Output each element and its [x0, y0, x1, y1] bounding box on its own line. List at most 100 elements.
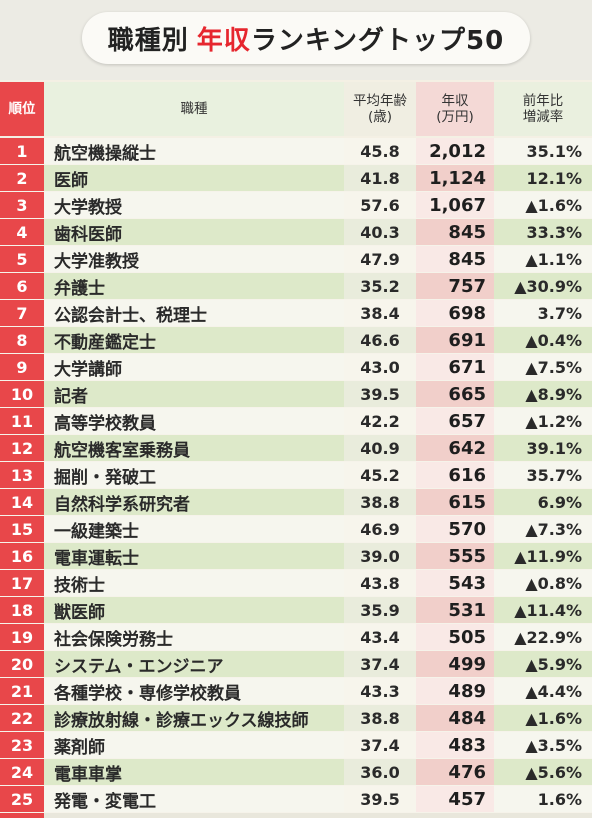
age-cell: 45.2	[344, 462, 416, 488]
table-row: 7 公認会計士、税理士 38.4 698 3.7%	[0, 300, 592, 327]
table-row: 10 記者 39.5 665 ▲8.9%	[0, 381, 592, 408]
job-cell: 発電・変電工	[44, 786, 344, 812]
job-cell: 大学講師	[44, 354, 344, 380]
change-cell: ▲1.2%	[494, 408, 592, 434]
change-cell: ▲1.6%	[494, 192, 592, 218]
job-cell: 弁護士	[44, 273, 344, 299]
salary-cell: 555	[416, 543, 494, 569]
change-cell: ▲1.6%	[494, 705, 592, 731]
salary-cell: 615	[416, 489, 494, 515]
table-row: 13 掘削・発破工 45.2 616 35.7%	[0, 462, 592, 489]
rank-cell: 2	[0, 165, 44, 191]
change-cell: ▲30.9%	[494, 273, 592, 299]
age-cell: 37.4	[344, 732, 416, 758]
salary-cell: 457	[416, 786, 494, 812]
age-cell: 46.6	[344, 327, 416, 353]
job-cell: 技術士	[44, 570, 344, 596]
rank-cell: 6	[0, 273, 44, 299]
salary-cell: 483	[416, 732, 494, 758]
header-rank: 順位	[0, 82, 44, 136]
rank-cell: 21	[0, 678, 44, 704]
header-age: 平均年齢 (歳)	[344, 82, 416, 136]
change-cell: 39.1%	[494, 435, 592, 461]
change-cell: 12.1%	[494, 165, 592, 191]
change-cell: 1.6%	[494, 786, 592, 812]
table-row: 25 発電・変電工 39.5 457 1.6%	[0, 786, 592, 813]
rank-cell: 11	[0, 408, 44, 434]
salary-cell: 657	[416, 408, 494, 434]
page-title: 職種別 年収 ランキングトップ50	[82, 12, 530, 64]
change-cell: 3.7%	[494, 300, 592, 326]
title-main: 職種別	[107, 25, 189, 56]
salary-cell: 698	[416, 300, 494, 326]
age-cell: 40.3	[344, 219, 416, 245]
job-cell: 電車車掌	[44, 759, 344, 785]
age-cell: 42.2	[344, 408, 416, 434]
table-row: 17 技術士 43.8 543 ▲0.8%	[0, 570, 592, 597]
job-cell: 航空機操縦士	[44, 138, 344, 164]
job-cell: 一級建築士	[44, 516, 344, 542]
change-cell: ▲5.9%	[494, 651, 592, 677]
age-cell: 35.9	[344, 597, 416, 623]
change-cell: ▲1.1%	[494, 246, 592, 272]
age-cell: 38.4	[344, 300, 416, 326]
table-row: 20 システム・エンジニア 37.4 499 ▲5.9%	[0, 651, 592, 678]
job-cell: 電車運転士	[44, 543, 344, 569]
table-row: 3 大学教授 57.6 1,067 ▲1.6%	[0, 192, 592, 219]
table-row: 15 一級建築士 46.9 570 ▲7.3%	[0, 516, 592, 543]
table-row: 18 獣医師 35.9 531 ▲11.4%	[0, 597, 592, 624]
header-job: 職種	[180, 101, 208, 117]
job-cell: 歯科医師	[44, 219, 344, 245]
salary-cell: 845	[416, 219, 494, 245]
change-cell: 33.3%	[494, 219, 592, 245]
rank-cell: 25	[0, 786, 44, 812]
rank-cell: 15	[0, 516, 44, 542]
table-row: 19 社会保険労務士 43.4 505 ▲22.9%	[0, 624, 592, 651]
table-row: 14 自然科学系研究者 38.8 615 6.9%	[0, 489, 592, 516]
salary-cell: 499	[416, 651, 494, 677]
rank-cell: 17	[0, 570, 44, 596]
age-cell: 43.0	[344, 354, 416, 380]
job-cell: 大学准教授	[44, 246, 344, 272]
age-cell: 36.0	[344, 759, 416, 785]
salary-cell: 757	[416, 273, 494, 299]
salary-cell: 1,067	[416, 192, 494, 218]
rank-cell: 20	[0, 651, 44, 677]
age-cell: 39.0	[344, 543, 416, 569]
change-cell: ▲7.5%	[494, 354, 592, 380]
job-cell: 自然科学系研究者	[44, 489, 344, 515]
change-cell: 35.7%	[494, 462, 592, 488]
change-cell: ▲11.9%	[494, 543, 592, 569]
rank-cell: 16	[0, 543, 44, 569]
table-row: 5 大学准教授 47.9 845 ▲1.1%	[0, 246, 592, 273]
age-cell: 39.5	[344, 381, 416, 407]
rank-cell: 1	[0, 138, 44, 164]
change-cell: ▲11.4%	[494, 597, 592, 623]
header-change: 前年比 増減率	[494, 82, 592, 136]
age-cell: 57.6	[344, 192, 416, 218]
change-cell: ▲0.4%	[494, 327, 592, 353]
age-cell: 43.3	[344, 678, 416, 704]
change-cell: ▲7.3%	[494, 516, 592, 542]
salary-cell: 671	[416, 354, 494, 380]
salary-cell: 476	[416, 759, 494, 785]
salary-cell: 543	[416, 570, 494, 596]
table-row: 16 電車運転士 39.0 555 ▲11.9%	[0, 543, 592, 570]
job-cell: 薬剤師	[44, 732, 344, 758]
salary-cell: 2,012	[416, 138, 494, 164]
age-cell: 38.8	[344, 705, 416, 731]
table-row: 9 大学講師 43.0 671 ▲7.5%	[0, 354, 592, 381]
change-cell: ▲22.9%	[494, 624, 592, 650]
age-cell: 39.5	[344, 786, 416, 812]
table-row: 1 航空機操縦士 45.8 2,012 35.1%	[0, 138, 592, 165]
table-row: 8 不動産鑑定士 46.6 691 ▲0.4%	[0, 327, 592, 354]
job-cell: 各種学校・専修学校教員	[44, 678, 344, 704]
change-cell: 6.9%	[494, 489, 592, 515]
job-cell: 医師	[44, 165, 344, 191]
salary-cell: 642	[416, 435, 494, 461]
age-cell: 40.9	[344, 435, 416, 461]
salary-cell: 691	[416, 327, 494, 353]
table-row: 12 航空機客室乗務員 40.9 642 39.1%	[0, 435, 592, 462]
job-cell: 社会保険労務士	[44, 624, 344, 650]
table-header: 順位 職種 平均年齢 (歳) 年収 (万円) 前年比 増減率	[0, 82, 592, 136]
